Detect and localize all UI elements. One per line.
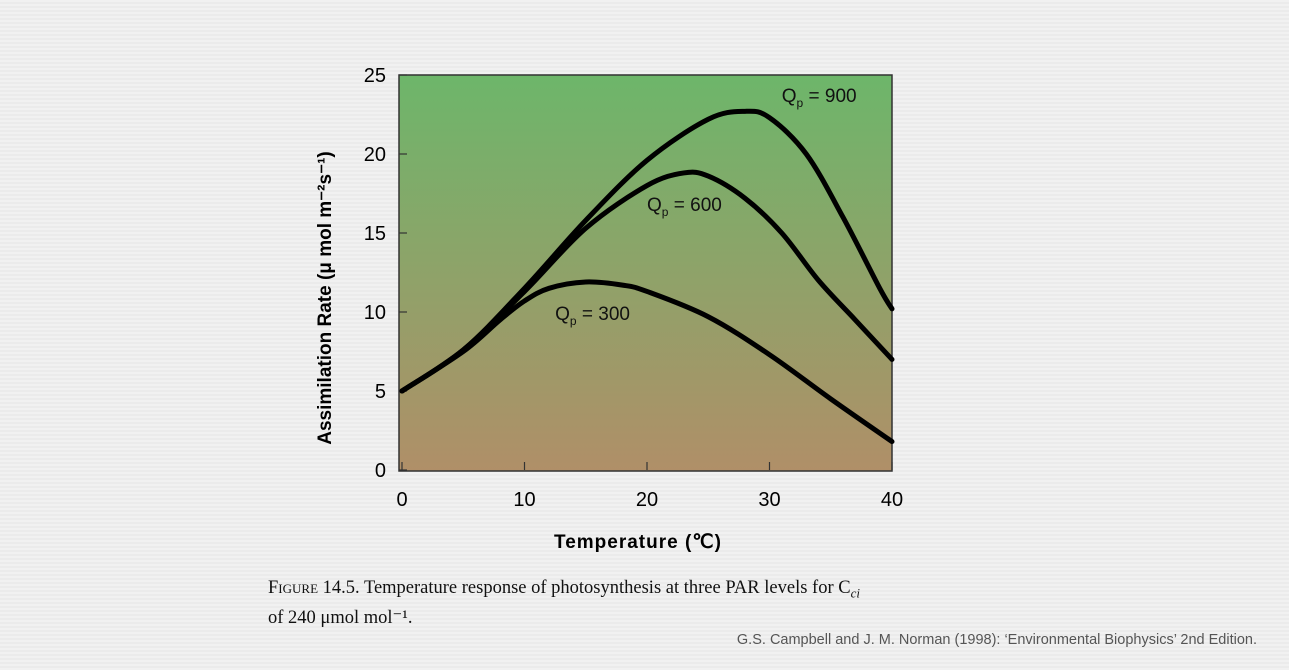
figure-label: Figure 14.5. xyxy=(268,578,360,598)
y-tick-label: 0 xyxy=(375,460,386,482)
series-label-value: = 900 xyxy=(803,86,856,107)
x-tick-label: 20 xyxy=(636,489,658,511)
series-label-main: Q xyxy=(647,195,662,216)
y-tick-label: 5 xyxy=(375,381,386,403)
series-label-main: Q xyxy=(555,304,570,325)
caption-line2: of 240 μmol mol⁻¹. xyxy=(268,607,413,628)
series-label-value: = 600 xyxy=(668,195,721,216)
series-label-sub: p xyxy=(570,314,577,328)
series-line-2 xyxy=(399,279,895,445)
y-tick-label: 10 xyxy=(364,302,386,324)
x-tick-label: 10 xyxy=(513,489,535,511)
y-tick-label: 20 xyxy=(364,144,386,166)
series-label-1: Qp = 600 xyxy=(647,195,722,219)
series-label-0: Qp = 900 xyxy=(782,86,857,110)
x-axis-label: Temperature (℃) xyxy=(554,532,722,553)
x-tick-label: 0 xyxy=(396,489,407,511)
plot-area xyxy=(398,74,893,472)
figure-caption: Figure 14.5. Temperature response of pho… xyxy=(268,576,860,631)
series-label-sub: p xyxy=(662,205,669,219)
source-credit: G.S. Campbell and J. M. Norman (1998): ‘… xyxy=(736,632,1257,648)
series-label-value: = 300 xyxy=(577,304,630,325)
caption-sub: ci xyxy=(850,585,860,601)
caption-text: Temperature response of photosynthesis a… xyxy=(363,578,851,598)
y-tick-label: 15 xyxy=(364,223,386,245)
x-tick-label: 40 xyxy=(881,489,903,511)
series-line-1 xyxy=(399,169,895,394)
x-tick-label: 30 xyxy=(758,489,780,511)
series-label-2: Qp = 300 xyxy=(555,304,630,328)
y-axis-label: Assimilation Rate (μ mol m⁻²s⁻¹) xyxy=(315,151,336,445)
series-label-main: Q xyxy=(782,86,797,107)
series-label-sub: p xyxy=(797,96,804,110)
y-tick-label: 25 xyxy=(364,65,386,87)
